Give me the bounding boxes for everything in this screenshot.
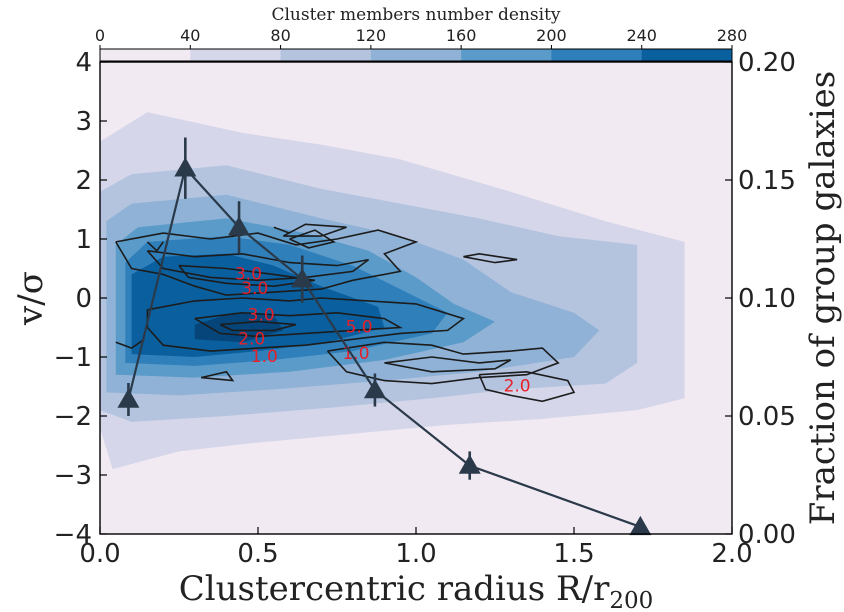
contour-line-15 (273, 226, 290, 234)
x-axis-title: Clustercentric radius R/r200 (179, 569, 654, 612)
x-tick-label: 0.5 (237, 539, 278, 569)
y-left-tick-label: −2 (54, 402, 92, 432)
contour-line-10 (384, 356, 512, 373)
colorbar-tick-label: 200 (536, 26, 567, 45)
data-point (363, 379, 386, 399)
x-tick-label: 2.0 (711, 539, 752, 569)
contour-line-9 (326, 341, 560, 385)
colorbar-segment (100, 49, 191, 61)
contour-label-5: 1.0 (251, 347, 278, 367)
contour-line-8 (219, 320, 297, 332)
colorbar-tick-label: 160 (446, 26, 477, 45)
contour-line-1 (115, 229, 419, 296)
contour-line-7 (194, 311, 403, 338)
contour-line-13 (115, 338, 145, 349)
density-fill-layer (100, 62, 732, 534)
contour-line-5 (282, 223, 347, 237)
y-right-tick-label: 0.10 (738, 284, 796, 314)
x-tick-label: 0.0 (79, 539, 120, 569)
y-left-tick-label: 1 (75, 225, 92, 255)
contour-line-16 (146, 241, 164, 253)
contour-label-3: 3.0 (248, 306, 275, 326)
y-left-tick-label: −3 (54, 461, 92, 491)
contour-label-1: 3.0 (235, 264, 262, 284)
colorbar-title: Cluster members number density (271, 5, 560, 25)
y-left-tick-label: 3 (75, 107, 92, 137)
colorbar-segment (280, 49, 372, 61)
density-band-7 (194, 312, 284, 343)
series-layer (117, 137, 652, 536)
y-left-tick-label: 4 (75, 48, 92, 78)
y-right-tick-label: 0.15 (738, 166, 796, 196)
colorbar-segment (551, 49, 643, 61)
data-point (117, 388, 140, 408)
y-left-tick-label: 2 (75, 166, 92, 196)
y-axis-right-title: Fraction of group galaxies (803, 71, 843, 525)
colorbar-tick-label: 40 (180, 26, 200, 45)
x-axis-title-main: Clustercentric radius R/r (179, 569, 610, 609)
contour-label-4: 2.0 (238, 329, 265, 349)
colorbar-tick-label: 280 (717, 26, 748, 45)
colorbar-segment (370, 49, 462, 61)
contour-label-2: 3.0 (241, 279, 268, 299)
contour-line-2 (146, 250, 370, 282)
data-point (629, 515, 652, 536)
x-axis-title-subscript: 200 (609, 588, 653, 612)
contour-lines-layer: 3.03.03.02.01.05.01.02.0 (115, 223, 576, 403)
y-right-tick-label: 0.05 (738, 402, 796, 432)
contour-line-14 (200, 370, 235, 382)
y-left-tick-label: −4 (54, 520, 92, 550)
contour-line-11 (478, 370, 576, 403)
contour-line-12 (463, 252, 518, 264)
colorbar-tick-label: 0 (95, 26, 105, 45)
y-left-tick-label: −1 (54, 343, 92, 373)
y-right-tick-label: 0.00 (738, 520, 796, 550)
contour-line-4 (289, 229, 336, 249)
contour-label-6: 5.0 (346, 318, 373, 338)
y-left-tick-label: 0 (75, 284, 92, 314)
colorbar-segment (461, 49, 552, 61)
data-point (228, 216, 251, 236)
colorbar-tick-label: 240 (626, 26, 657, 45)
colorbar-segment (190, 49, 282, 61)
colorbar-segment (641, 49, 733, 61)
x-tick-label: 1.0 (395, 539, 436, 569)
colorbar-frame (99, 48, 733, 62)
contour-label-8: 2.0 (504, 377, 531, 397)
colorbar-tick-label: 120 (356, 26, 387, 45)
y-right-tick-label: 0.20 (738, 48, 796, 78)
colorbar-tick-label: 80 (270, 26, 290, 45)
data-point (291, 268, 314, 288)
data-point (174, 157, 197, 177)
axes-layer: 0.0 0.5 1.0 1.5 2.0 −4 −3 −2 −1 0 1 2 3 4 0.00 0.05 0.10… (54, 48, 796, 569)
x-tick-label: 1.5 (553, 539, 594, 569)
colorbar: 0 40 80 120 160 200 240 280 (95, 26, 748, 62)
contour-line-6 (146, 297, 466, 352)
y-axis-left-title: v/σ (11, 271, 51, 326)
data-point (458, 454, 481, 474)
